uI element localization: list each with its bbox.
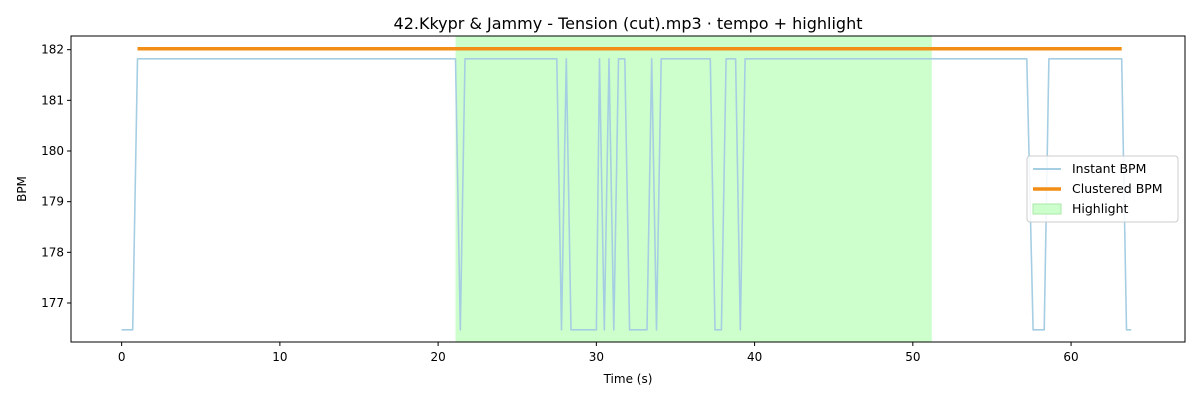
x-tick-label: 10	[272, 350, 287, 364]
x-tick-label: 0	[118, 350, 126, 364]
y-tick-label: 182	[41, 43, 64, 57]
legend-label-instant-bpm: Instant BPM	[1072, 161, 1146, 176]
highlight-region	[455, 36, 932, 342]
legend: Instant BPM Clustered BPM Highlight	[1026, 155, 1179, 223]
legend-label-clustered-bpm: Clustered BPM	[1072, 181, 1163, 196]
plot-frame	[70, 35, 1186, 343]
highlight-span	[455, 36, 932, 342]
y-tick-label: 178	[41, 245, 64, 259]
y-tick-label: 177	[41, 296, 64, 310]
y-tick-label: 180	[41, 144, 64, 158]
y-axis-label: BPM	[15, 176, 29, 202]
legend-box	[1026, 155, 1179, 223]
y-tick-label: 181	[41, 93, 64, 107]
x-axis-label: Time (s)	[603, 372, 653, 386]
x-tick-label: 30	[589, 350, 604, 364]
x-tick-label: 20	[430, 350, 445, 364]
x-tick-label: 50	[905, 350, 920, 364]
series-line-instant-bpm	[121, 58, 1132, 331]
legend-label-highlight: Highlight	[1072, 201, 1129, 216]
x-tick-label: 60	[1063, 350, 1078, 364]
y-axis-ticks: 177 178 179 180 181 182	[41, 43, 71, 310]
chart-title: 42.Kkypr & Jammy - Tension (cut).mp3 · t…	[394, 14, 863, 33]
y-tick-label: 179	[41, 195, 64, 209]
legend-swatch-highlight	[1032, 203, 1062, 215]
series-layer	[121, 46, 1132, 331]
x-axis-ticks: 0 10 20 30 40 50 60	[118, 342, 1079, 364]
x-tick-label: 40	[747, 350, 762, 364]
